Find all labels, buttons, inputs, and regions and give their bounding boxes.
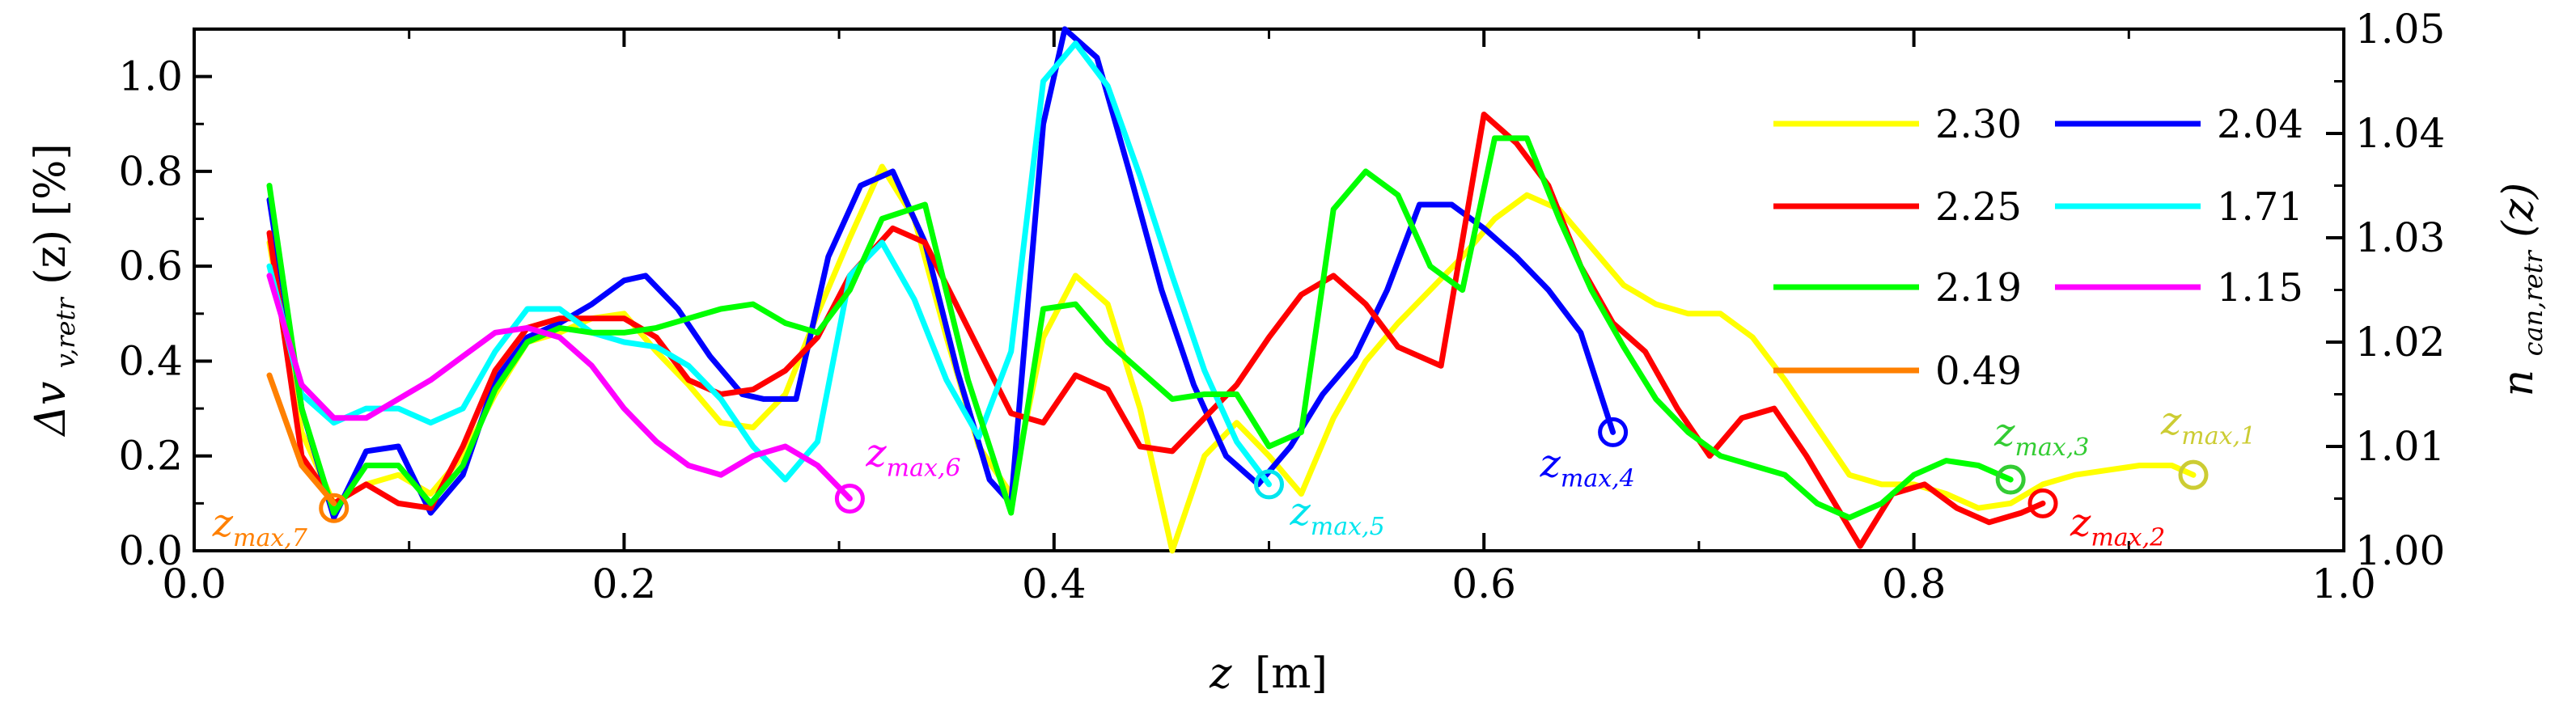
series-line-1-15 — [266, 273, 853, 501]
svg-text:Δv v,retr (z) [%]: Δv v,retr (z) [%] — [27, 143, 85, 437]
axis-ticks — [193, 27, 2345, 552]
y-left-arg: (z) [%] — [27, 143, 75, 284]
series-line-2-19 — [266, 135, 2014, 521]
legend-label: 2.25 — [1935, 184, 2022, 230]
zmax-label: zmax,1 — [2160, 399, 2256, 450]
legend-entry-1-15: 1.15 — [2055, 265, 2303, 311]
y-axis-title-right: n can,retr (z) — [2494, 183, 2553, 397]
y-right-arg: (z) — [2494, 183, 2543, 238]
series-line-1-71 — [266, 40, 1272, 488]
x-tick-label: 0.8 — [1882, 560, 1947, 607]
x-axis-unit: [m] — [1255, 649, 1328, 698]
y-right-sub: can,retr — [2518, 249, 2548, 356]
legend: 2.30 2.25 2.19 0.49 2.04 1.71 1.15 — [1773, 102, 2303, 394]
legend-label: 1.15 — [2217, 265, 2303, 311]
y-right-tick-label: 1.00 — [2355, 527, 2445, 574]
legend-entry-1-71: 1.71 — [2055, 184, 2303, 230]
zmax-marker — [2178, 459, 2209, 490]
zmax-marker — [2027, 488, 2058, 518]
legend-entry-2-04: 2.04 — [2055, 102, 2303, 147]
series-line-2-25 — [266, 112, 2046, 549]
series-line-0-49 — [266, 372, 337, 506]
series-line-2-04 — [266, 26, 1616, 521]
y-left-tick-label: 0.0 — [118, 527, 183, 574]
x-tick-label: 0.4 — [1022, 560, 1087, 607]
zmax-marker — [834, 484, 865, 514]
zmax-marker — [1598, 417, 1629, 447]
x-tick-label: 1.0 — [2311, 560, 2376, 607]
x-axis-title: z [m] — [1209, 649, 1328, 698]
legend-label: 2.19 — [1935, 265, 2022, 311]
legend-label: 2.04 — [2217, 102, 2303, 147]
zmax-label: zmax,5 — [1290, 489, 1385, 541]
y-right-tick-label: 1.05 — [2355, 6, 2445, 53]
y-right-tick-label: 1.02 — [2355, 319, 2445, 366]
y-left-tick-label: 0.4 — [118, 337, 183, 384]
svg-text:n can,retr (z): n can,retr (z) — [2494, 183, 2553, 397]
x-tick-label: 0.2 — [592, 560, 657, 607]
zmax-marker — [319, 493, 350, 523]
y-axis-title-left: Δv v,retr (z) [%] — [27, 143, 85, 437]
y-left-main: Δv — [27, 382, 75, 438]
y-left-tick-label: 0.8 — [118, 148, 183, 195]
zmax-label: zmax,6 — [865, 431, 960, 483]
zmax-label: zmax,7 — [212, 501, 308, 552]
x-tick-label: 0.6 — [1451, 560, 1516, 607]
y-right-tick-label: 1.03 — [2355, 214, 2445, 261]
zmax-label: zmax,4 — [1540, 441, 1635, 493]
y-right-tick-label: 1.01 — [2355, 423, 2445, 470]
zmax-marker — [1995, 464, 2026, 495]
legend-label: 2.30 — [1935, 102, 2022, 147]
x-axis-var: z — [1209, 649, 1232, 698]
x-tick-label: 0.0 — [162, 560, 227, 607]
legend-label: 0.49 — [1935, 349, 2022, 394]
y-left-tick-label: 0.6 — [118, 243, 183, 290]
zmax-marker — [1254, 469, 1284, 500]
legend-entry-0-49: 0.49 — [1773, 349, 2022, 394]
y-right-main: n — [2494, 370, 2543, 397]
tick-labels: 0.0 0.2 0.4 0.6 0.8 1.00.00.20.40.60.81.01.00… — [118, 6, 2445, 607]
legend-entry-2-19: 2.19 — [1773, 265, 2022, 311]
series-lines — [266, 26, 2197, 554]
y-left-sub: v,retr — [50, 297, 81, 369]
legend-label: 1.71 — [2217, 184, 2303, 230]
legend-entry-2-25: 2.25 — [1773, 184, 2022, 230]
y-right-tick-label: 1.04 — [2355, 110, 2445, 157]
svg-text:z [m]: z [m] — [1209, 649, 1328, 698]
y-left-tick-label: 0.2 — [118, 433, 183, 480]
annotations: zmax,1 zmax,2 zmax,3 zmax,4 zmax,5 zmax,6 zmax… — [212, 399, 2256, 552]
legend-entry-2-30: 2.30 — [1773, 102, 2022, 147]
y-left-tick-label: 1.0 — [118, 53, 183, 100]
zmax-label: zmax,2 — [2070, 500, 2165, 552]
zmax-label: zmax,3 — [1993, 410, 2089, 462]
